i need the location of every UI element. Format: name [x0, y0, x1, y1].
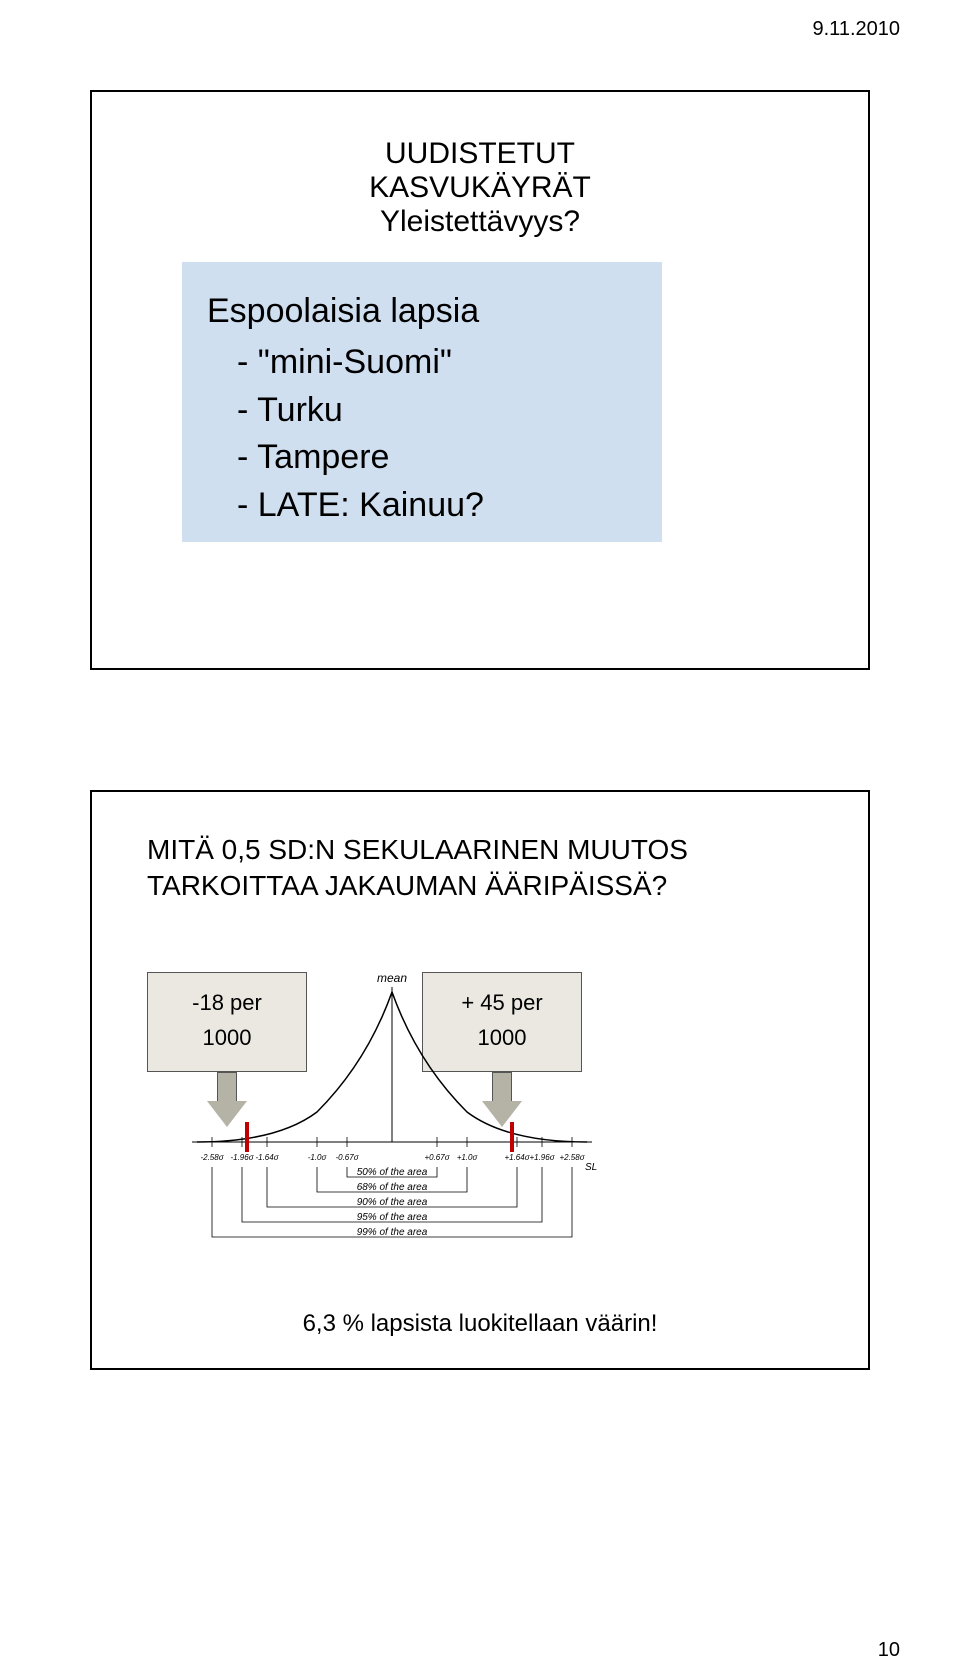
mean-label: mean [377, 971, 407, 985]
slide1-title: UUDISTETUT KASVUKÄYRÄT Yleistettävyys? [286, 137, 674, 239]
svg-text:-1.64σ: -1.64σ [255, 1153, 279, 1162]
bell-curve-diagram: mean -2.58σ -1.96σ [177, 952, 607, 1292]
svg-text:50% of the area: 50% of the area [357, 1167, 428, 1178]
svg-text:68% of the area: 68% of the area [357, 1182, 428, 1193]
date-header: 9.11.2010 [813, 18, 901, 41]
svg-text:+0.67σ: +0.67σ [424, 1153, 450, 1162]
svg-text:-1.0σ: -1.0σ [308, 1153, 328, 1162]
slide-1: UUDISTETUT KASVUKÄYRÄT Yleistettävyys? E… [90, 90, 870, 670]
slide1-title-line1: UUDISTETUT KASVUKÄYRÄT [286, 137, 674, 205]
svg-text:+1.96σ: +1.96σ [529, 1153, 555, 1162]
svg-text:SL: SL [585, 1162, 597, 1173]
svg-text:-0.67σ: -0.67σ [335, 1153, 359, 1162]
slide-2: MITÄ 0,5 SD:N SEKULAARINEN MUUTOS TARKOI… [90, 790, 870, 1370]
slide1-title-line2: Yleistettävyys? [286, 205, 674, 239]
slide1-box-item: - "mini-Suomi" [237, 339, 637, 387]
svg-text:+1.0σ: +1.0σ [457, 1153, 479, 1162]
svg-text:99% of the area: 99% of the area [357, 1227, 428, 1238]
slide1-box-item: - Turku [237, 387, 637, 435]
slide1-box-item: - Tampere [237, 434, 637, 482]
svg-text:90% of the area: 90% of the area [357, 1197, 428, 1208]
slide1-info-box: Espoolaisia lapsia - "mini-Suomi" - Turk… [182, 262, 662, 542]
slide2-title-line2: TARKOITTAA JAKAUMAN ÄÄRIPÄISSÄ? [147, 868, 688, 904]
svg-text:+1.64σ: +1.64σ [504, 1153, 530, 1162]
svg-text:-1.96σ: -1.96σ [230, 1153, 254, 1162]
slide1-box-item: - LATE: Kainuu? [237, 482, 637, 530]
page-number: 10 [878, 1639, 900, 1662]
svg-text:+2.58σ: +2.58σ [559, 1153, 585, 1162]
slide1-box-main: Espoolaisia lapsia [207, 292, 637, 331]
slide2-footer-note: 6,3 % lapsista luokitellaan väärin! [303, 1310, 658, 1338]
slide2-title: MITÄ 0,5 SD:N SEKULAARINEN MUUTOS TARKOI… [147, 832, 688, 905]
slide2-title-line1: MITÄ 0,5 SD:N SEKULAARINEN MUUTOS [147, 832, 688, 868]
svg-text:95% of the area: 95% of the area [357, 1212, 428, 1223]
svg-text:-2.58σ: -2.58σ [200, 1153, 224, 1162]
